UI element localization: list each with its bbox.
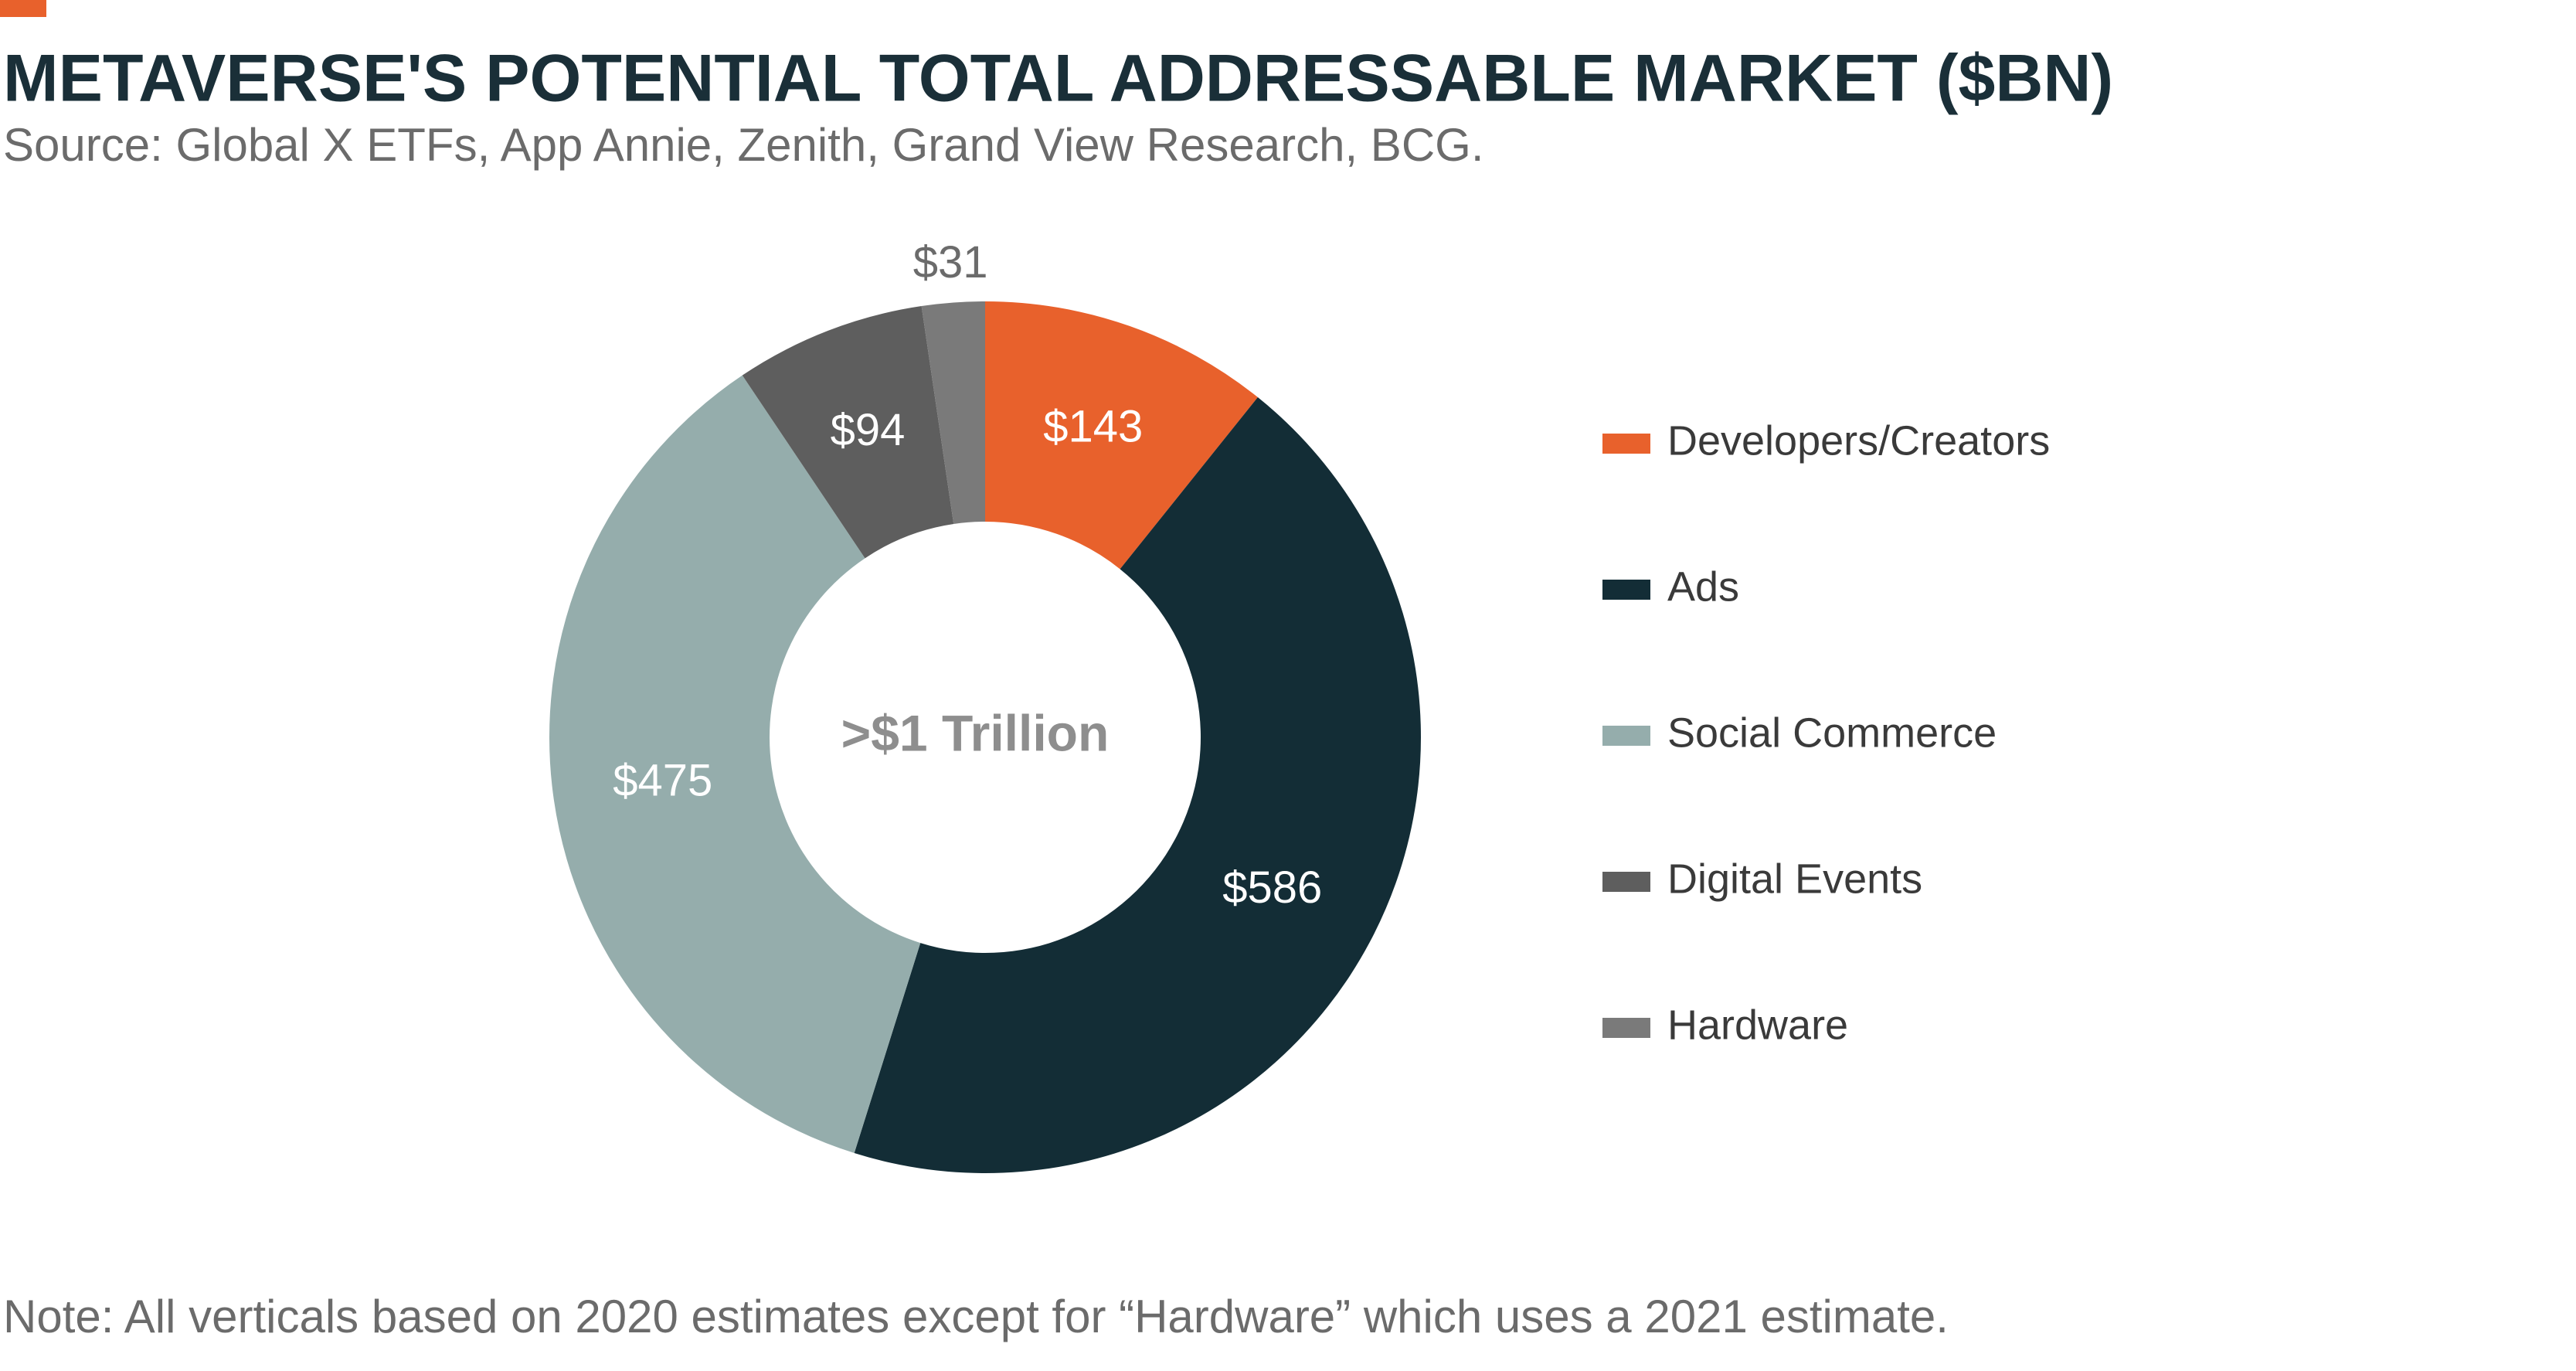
- legend-swatch: [1602, 1018, 1650, 1038]
- value-label: $143: [1043, 402, 1143, 452]
- donut-slice: [549, 375, 921, 1153]
- center-label: >$1 Trillion: [841, 704, 1110, 761]
- legend-label: Hardware: [1667, 1002, 1848, 1048]
- donut-slice: [985, 301, 1258, 570]
- chart-note: Note: All verticals based on 2020 estima…: [3, 1291, 1949, 1342]
- legend-label: Social Commerce: [1667, 709, 1997, 756]
- chart-subtitle: Source: Global X ETFs, App Annie, Zenith…: [3, 119, 1483, 171]
- legend-swatch: [1602, 872, 1650, 892]
- value-label: $475: [613, 755, 712, 805]
- legend-swatch: [1602, 580, 1650, 600]
- donut-slice: [921, 301, 985, 524]
- donut-slice: [854, 397, 1421, 1173]
- value-label: $94: [831, 405, 906, 455]
- legend-label: Ads: [1667, 563, 1739, 610]
- accent-bar: [0, 0, 46, 17]
- value-label: $31: [913, 237, 988, 287]
- legend-swatch: [1602, 434, 1650, 454]
- legend-label: Digital Events: [1667, 856, 1922, 902]
- donut-slice: [742, 306, 954, 559]
- value-label: $586: [1222, 862, 1322, 913]
- legend-swatch: [1602, 726, 1650, 746]
- legend-label: Developers/Creators: [1667, 417, 2050, 464]
- chart-title: METAVERSE'S POTENTIAL TOTAL ADDRESSABLE …: [3, 42, 2113, 116]
